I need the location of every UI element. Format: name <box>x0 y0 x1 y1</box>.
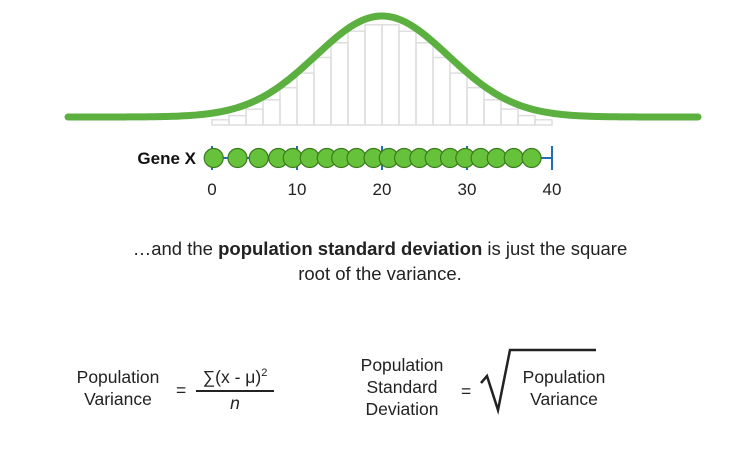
histogram-bars <box>211 24 553 126</box>
normal-curve <box>64 12 702 121</box>
histogram-bar <box>449 72 468 126</box>
histogram-bar <box>313 56 332 126</box>
histogram-bar <box>432 56 451 126</box>
variance-label: Population Variance <box>76 367 160 409</box>
histogram-bar <box>262 99 281 126</box>
histogram-bar <box>364 24 383 126</box>
data-point <box>299 147 320 169</box>
histogram-bar <box>483 99 502 126</box>
caption: …and the population standard deviation i… <box>132 238 628 284</box>
histogram-bar <box>211 119 230 126</box>
axis-tick-label: 30 <box>458 180 477 199</box>
histogram-bar <box>415 42 434 126</box>
histogram-bar <box>534 119 553 126</box>
histogram-bar <box>330 42 349 126</box>
variance-equals: = <box>176 380 187 400</box>
data-point <box>282 147 303 169</box>
axis-tick-label: 0 <box>207 180 216 199</box>
histogram-bar <box>500 108 519 126</box>
histogram-bar <box>347 30 366 126</box>
axis-tick-label: 20 <box>373 180 392 199</box>
data-point <box>203 147 224 169</box>
data-point <box>346 147 367 169</box>
histogram-bar <box>466 86 485 126</box>
histogram-bar <box>245 108 264 126</box>
caption-emphasis: population standard deviation <box>218 238 483 259</box>
data-point <box>486 147 507 169</box>
data-point <box>503 147 524 169</box>
variance-numerator: ∑(x - μ) <box>202 366 262 387</box>
histogram-bar <box>398 30 417 126</box>
data-point <box>521 147 542 169</box>
data-point <box>227 147 248 169</box>
variance-denominator: n <box>230 392 240 413</box>
variance-fraction: ∑(x - μ)2 n <box>194 362 276 414</box>
data-points <box>203 147 542 169</box>
histogram-bar <box>517 114 536 126</box>
histogram-bar <box>279 86 298 126</box>
square-root-sign <box>480 348 596 415</box>
sd-radicand: Population Variance <box>522 367 606 409</box>
histogram-bar <box>296 72 315 126</box>
histogram-bar <box>228 114 247 126</box>
variance-exponent: 2 <box>261 367 268 379</box>
axis-tick-label: 10 <box>288 180 307 199</box>
axis-tick-label: 40 <box>543 180 562 199</box>
gene-x-label: Gene X <box>137 149 196 168</box>
histogram-bar <box>381 24 400 126</box>
sd-equals: = <box>461 381 472 401</box>
data-point <box>248 147 269 169</box>
sd-label: Population Standard Deviation <box>360 355 444 419</box>
